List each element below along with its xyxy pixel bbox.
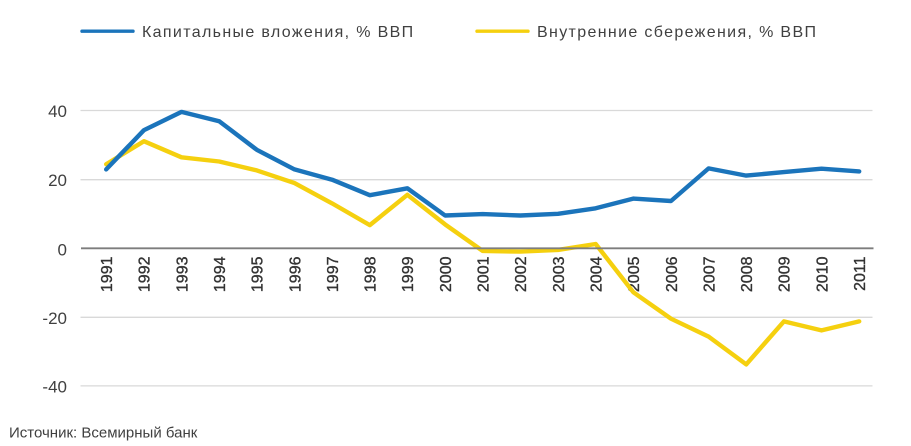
svg-text:Внутренние сбережения, % ВВП: Внутренние сбережения, % ВВП	[537, 24, 817, 41]
svg-text:1997: 1997	[325, 256, 342, 292]
svg-text:1995: 1995	[250, 256, 267, 292]
svg-text:Источник: Всемирный банк: Источник: Всемирный банк	[9, 425, 198, 442]
svg-text:Капитальные вложения, % ВВП: Капитальные вложения, % ВВП	[142, 24, 414, 41]
svg-text:2002: 2002	[513, 256, 530, 292]
svg-text:2009: 2009	[777, 256, 794, 292]
svg-text:-40: -40	[42, 377, 67, 396]
svg-text:2011: 2011	[852, 256, 869, 291]
svg-text:1994: 1994	[212, 256, 229, 292]
svg-text:20: 20	[48, 171, 67, 190]
svg-text:1998: 1998	[363, 256, 380, 292]
svg-text:2007: 2007	[701, 256, 718, 292]
svg-text:2001: 2001	[476, 256, 493, 292]
svg-text:2003: 2003	[551, 256, 568, 292]
svg-text:1991: 1991	[99, 256, 116, 292]
svg-text:0: 0	[58, 241, 67, 260]
svg-text:2008: 2008	[739, 256, 756, 292]
svg-text:1992: 1992	[137, 256, 154, 292]
svg-text:2010: 2010	[814, 256, 831, 292]
svg-text:2005: 2005	[626, 256, 643, 292]
svg-text:2000: 2000	[438, 256, 455, 292]
svg-text:1999: 1999	[400, 256, 417, 292]
svg-text:2006: 2006	[664, 256, 681, 292]
svg-text:1996: 1996	[287, 256, 304, 292]
svg-text:40: 40	[48, 102, 67, 121]
svg-text:1993: 1993	[174, 256, 191, 292]
svg-text:2004: 2004	[589, 256, 606, 292]
svg-text:-20: -20	[42, 309, 67, 328]
